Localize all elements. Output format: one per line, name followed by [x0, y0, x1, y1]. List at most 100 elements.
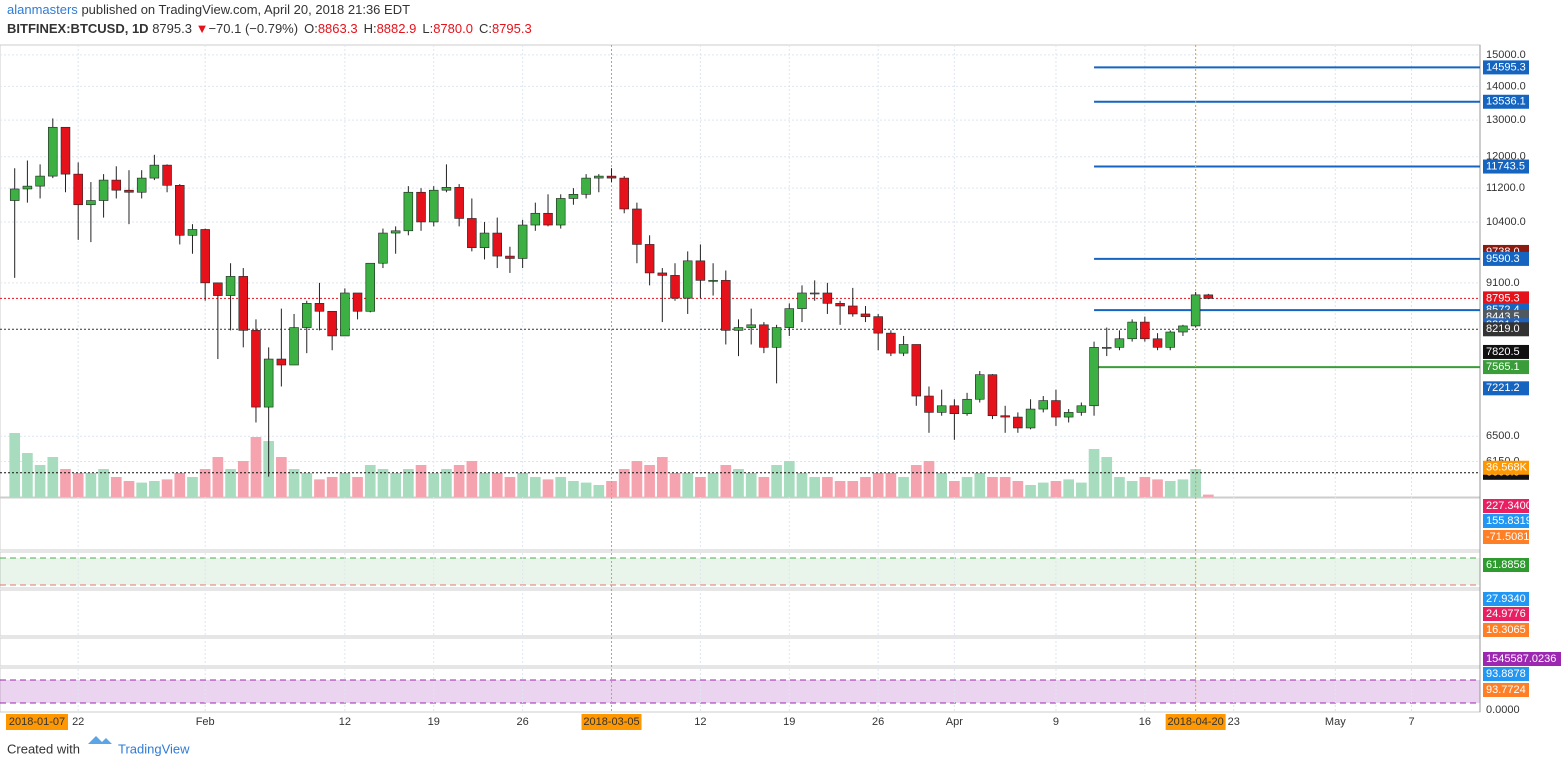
candle-body — [746, 324, 756, 328]
volume-bar — [352, 477, 363, 497]
candle-body — [200, 229, 210, 284]
volume-bar — [1088, 449, 1100, 497]
volume-bar — [631, 461, 643, 497]
price-label: 9590.3 — [1486, 253, 1520, 265]
candle-body — [98, 179, 109, 201]
volume-bar — [466, 461, 478, 497]
published: published on TradingView.com, April 20, … — [81, 2, 410, 17]
candle-body — [924, 395, 934, 413]
candle-body — [568, 194, 579, 199]
volume-bar — [276, 457, 287, 497]
price-label-box — [1483, 558, 1529, 572]
candle-body — [289, 327, 299, 366]
volume-bar — [847, 481, 859, 497]
volume-bar — [1012, 481, 1024, 497]
x-tick-label: May — [1325, 716, 1346, 728]
x-tick-label: 26 — [517, 716, 529, 728]
candle-body — [1102, 347, 1112, 349]
volume-bar — [1139, 477, 1151, 497]
candle-body — [124, 189, 134, 193]
volume-bar — [199, 469, 211, 497]
candle-body — [1051, 400, 1061, 418]
candle-body — [225, 276, 236, 296]
footer-created: Created with — [7, 741, 80, 756]
x-tick-label: 23 — [1228, 716, 1240, 728]
price-label-box — [1483, 652, 1561, 666]
price-label-box — [1483, 530, 1529, 544]
candle-body — [505, 255, 515, 259]
volume-bar — [834, 481, 846, 497]
price-label: 36.568K — [1486, 462, 1528, 474]
price-label: 155.8319 — [1486, 515, 1532, 527]
volume-bar — [1203, 494, 1214, 497]
price-label: 93.7724 — [1486, 684, 1526, 696]
price-label-box — [1483, 499, 1529, 513]
x-tick-label: 12 — [339, 716, 351, 728]
price-label: 11743.5 — [1486, 160, 1525, 172]
candle-body — [759, 324, 769, 348]
price-label-box — [1483, 344, 1529, 359]
ohlc-value: 8863.3 — [318, 21, 358, 36]
volume-bar — [9, 433, 21, 497]
candle-body — [441, 187, 452, 191]
candle-body — [594, 175, 604, 179]
change: −70.1 (−0.79%) — [208, 21, 298, 36]
candle-body — [733, 327, 744, 331]
candle-body — [479, 232, 490, 248]
volume-bar — [568, 481, 579, 497]
volume-bar — [187, 477, 198, 497]
candle-body — [378, 232, 388, 264]
author[interactable]: alanmasters — [7, 2, 78, 17]
volume-bar — [758, 477, 770, 497]
candle-body — [1063, 412, 1074, 418]
volume-bar — [123, 481, 135, 497]
volume-bar — [428, 473, 440, 497]
y-tick-label: 6500.0 — [1486, 430, 1520, 442]
y-tick-label: 15000.0 — [1486, 49, 1526, 61]
candle-body — [898, 344, 909, 354]
x-tick-label: Apr — [946, 716, 963, 728]
candle-body — [797, 292, 807, 309]
ohlc-key: O: — [304, 21, 318, 36]
candle-body — [22, 185, 33, 190]
price-label-box — [1483, 667, 1529, 681]
volume-bar — [479, 473, 490, 497]
volume-bar — [872, 473, 884, 497]
marker-box — [1165, 714, 1226, 730]
volume-bar — [1050, 481, 1062, 497]
candle-body — [327, 310, 337, 337]
x-tick-label: 16 — [1139, 716, 1151, 728]
candle-body — [1038, 400, 1049, 410]
volume-bar — [136, 482, 148, 497]
rsi-band — [0, 558, 1480, 585]
volume-bar — [60, 469, 71, 497]
volume-bar — [441, 469, 452, 497]
price-label-box — [1483, 623, 1529, 637]
marker-label: 2018-04-20 — [1167, 716, 1223, 728]
price-label-box — [1483, 60, 1529, 75]
candle-body — [632, 208, 642, 245]
plot: 15000.014000.013000.012000.011200.010400… — [0, 44, 1561, 730]
volume-bar — [885, 473, 897, 497]
candle-body — [619, 177, 629, 210]
candle-body — [530, 212, 541, 226]
volume-bar — [288, 469, 300, 497]
price-label: 7221.2 — [1486, 382, 1520, 394]
ohlc-key: L: — [422, 21, 433, 36]
volume-bar — [415, 465, 427, 497]
volume-bar — [695, 477, 706, 497]
candle-body — [962, 398, 972, 415]
candle-body — [784, 308, 795, 328]
candle-body — [60, 126, 71, 175]
volume-bar — [1063, 479, 1074, 497]
candle-body — [1076, 405, 1087, 413]
price-label-box — [1483, 94, 1529, 109]
volume-bar — [910, 465, 922, 497]
candle-body — [73, 173, 83, 206]
footer-brand[interactable]: TradingView — [118, 741, 190, 756]
volume-bar — [250, 437, 262, 497]
symbol-line: BITFINEX:BTCUSD, 1D 8795.3 ▼−70.1 (−0.79… — [7, 21, 532, 36]
x-tick-label: 7 — [1408, 716, 1414, 728]
volume-bar — [339, 473, 351, 497]
arrow: ▼ — [196, 21, 209, 36]
